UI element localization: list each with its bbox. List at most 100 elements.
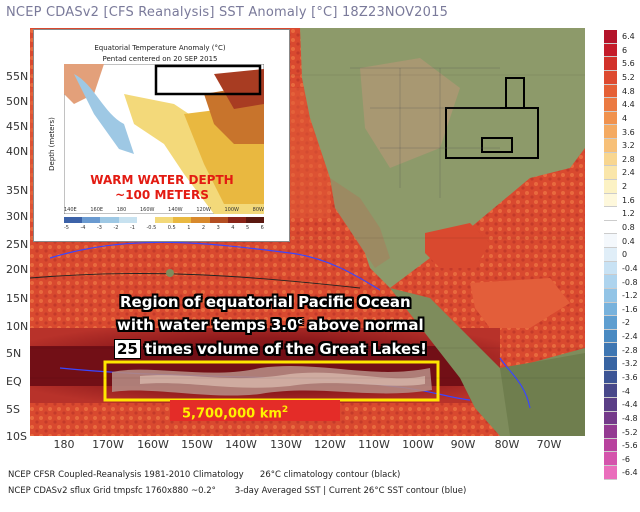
colorbar-label: -0.8: [622, 277, 638, 287]
lon-label: 150W: [181, 438, 213, 451]
colorbar-swatch: [604, 30, 617, 44]
inset-x-tick: 140E: [64, 207, 77, 213]
lon-label: 110W: [358, 438, 390, 451]
colorbar-swatch: [604, 288, 617, 303]
colorbar-label: 2: [622, 182, 628, 192]
colorbar-label: -0.4: [622, 263, 638, 273]
inset-x-tick: 160W: [139, 207, 155, 213]
colorbar-swatch: [604, 193, 617, 208]
inset-x-tick: 140W: [168, 207, 183, 213]
colorbar-label: -2.8: [622, 345, 638, 355]
colorbar-label: -1.6: [622, 304, 638, 314]
colorbar-swatch: [604, 411, 617, 426]
lat-label: 30N: [6, 210, 29, 223]
colorbar-swatch: [604, 220, 617, 235]
colorbar-swatch: [604, 111, 617, 126]
lat-label: 15N: [6, 292, 29, 305]
lon-label: 120W: [314, 438, 346, 451]
inset-colorbar-tick: 5: [245, 225, 250, 231]
lon-label: 130W: [270, 438, 302, 451]
colorbar-label: 4: [622, 113, 628, 123]
colorbar-label: 6: [622, 45, 628, 55]
inset-x-tick: 80W: [252, 207, 264, 213]
colorbar-swatch: [604, 397, 617, 412]
colorbar-label: -5.6: [622, 441, 638, 451]
lat-label: 20N: [6, 263, 29, 276]
colorbar-swatch: [604, 452, 617, 466]
inset-x-tick: 180: [116, 207, 127, 213]
colorbar-swatch: [604, 384, 617, 398]
lon-label: 160W: [137, 438, 169, 451]
inset-x-tick: 120W: [196, 207, 211, 213]
colorbar-label: 0.8: [622, 222, 635, 232]
lat-label: 25N: [6, 238, 29, 251]
lon-label: 80W: [494, 438, 520, 451]
colorbar-swatch: [604, 261, 617, 276]
colorbar-label: 1.2: [622, 209, 635, 219]
lon-label: 70W: [536, 438, 562, 451]
lat-label: 35N: [6, 184, 29, 197]
inset-colorbar: [64, 217, 265, 223]
colorbar-swatch: [604, 57, 617, 71]
inset-subtitle: Pentad centered on 20 SEP 2015: [102, 55, 218, 63]
lon-label: 180: [53, 438, 75, 451]
annotation-line2-tail: above normal: [302, 316, 424, 334]
colorbar-swatch: [604, 357, 617, 371]
inset-colorbar-tick: 6: [260, 225, 264, 231]
lat-label: 10S: [6, 430, 27, 443]
footer-line2: NCEP CDASv2 sflux Grid tmpsfc 1760x880 ~…: [8, 486, 467, 496]
area-unit-sup: 2: [281, 405, 289, 415]
colorbar-label: 4.8: [622, 86, 635, 96]
inset-depth-chart: Equatorial Temperature Anomaly (°C) Pent…: [33, 29, 290, 242]
area-label: 5,700,000 km2: [170, 400, 340, 421]
inset-colorbar-tick: -0.5: [146, 225, 157, 231]
colorbar-label: -6.4: [622, 468, 638, 478]
inset-colorbar-tick: 4: [231, 225, 235, 231]
colorbar-label: 3.6: [622, 127, 635, 137]
colorbar-swatch: [604, 343, 617, 357]
inset-callout-line2: ~100 METERS: [115, 188, 209, 202]
inset-colorbar-tick: 2: [201, 225, 206, 231]
annotation-line2-sup: c: [297, 317, 303, 327]
lon-label: 100W: [402, 438, 434, 451]
lat-label: EQ: [6, 375, 22, 388]
colorbar-label: 2.4: [622, 168, 635, 178]
colorbar-label: 2.8: [622, 154, 635, 164]
inset-colorbar-tick: 0.5: [167, 225, 176, 231]
colorbar-label: -4: [622, 386, 630, 396]
colorbar-swatch: [604, 84, 617, 99]
inset-colorbar-tick: -3: [97, 225, 102, 231]
colorbar-swatch: [604, 70, 617, 85]
lon-label: 170W: [92, 438, 124, 451]
colorbar-label: 5.6: [622, 59, 635, 69]
colorbar-label: -5.2: [622, 427, 638, 437]
lat-label: 50N: [6, 95, 29, 108]
inset-colorbar-tick: -4: [80, 225, 86, 231]
inset-colorbar-tick: -1: [130, 225, 135, 231]
map-title: NCEP CDASv2 [CFS Reanalysis] SST Anomaly…: [6, 5, 449, 20]
colorbar-swatch: [604, 275, 617, 289]
colorbar-swatch: [604, 139, 617, 153]
colorbar-swatch: [604, 43, 617, 58]
colorbar-swatch: [604, 98, 617, 112]
colorbar-swatch: [604, 438, 617, 453]
inset-callout-line1: WARM WATER DEPTH: [90, 173, 234, 187]
annotation-number: 25: [114, 339, 141, 359]
colorbar-label: -2.4: [622, 332, 638, 342]
colorbar-label: -4.8: [622, 413, 638, 423]
colorbar-swatch: [604, 179, 617, 194]
footer-line1: NCEP CFSR Coupled-Reanalysis 1981-2010 C…: [8, 470, 401, 480]
colorbar-swatch: [604, 207, 617, 221]
colorbar-swatch: [604, 248, 617, 262]
inset-colorbar-tick: 3: [216, 225, 220, 231]
colorbar-swatch: [604, 152, 617, 167]
annotation-line2-text: with water temps 3.0: [117, 316, 298, 334]
inset-x-ticks: 140E 160E 180 160W 140W 120W 100W 80W: [64, 207, 264, 213]
inset-colorbar-ticks: -5 -4 -3 -2 -1 -0.5 0.5 1 2 3 4 5 6: [64, 225, 264, 231]
colorbar-label: 5.2: [622, 72, 635, 82]
colorbar-label: 4.4: [622, 100, 635, 110]
inset-depth-plot: [64, 64, 264, 214]
annotation-line2: with water temps 3.0c above normal: [117, 316, 424, 334]
colorbar-label: -3.2: [622, 359, 638, 369]
lat-label: 40N: [6, 145, 29, 158]
